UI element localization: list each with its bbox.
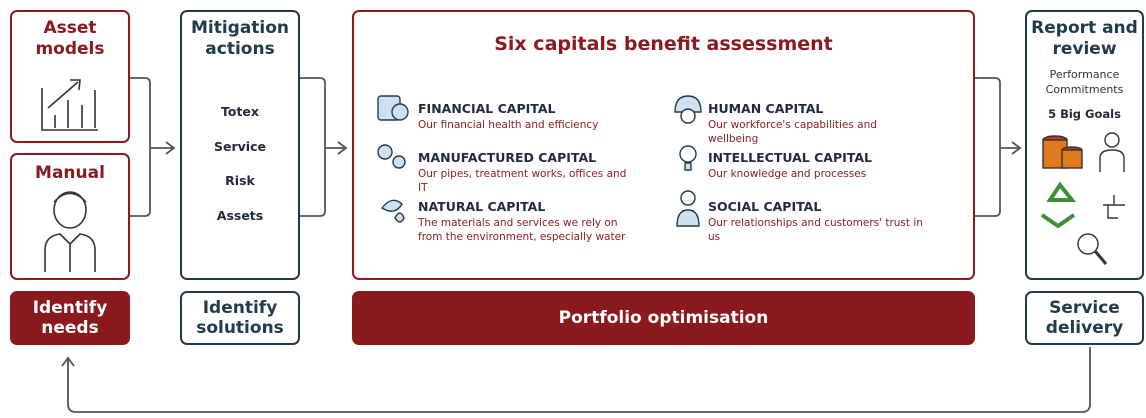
subtitle: Performance Commitments <box>1045 68 1124 96</box>
box-title: Asset models <box>35 18 105 59</box>
box-title: Report and review <box>1031 18 1138 59</box>
assessment-box: Six capitals benefit assessment <box>352 10 975 280</box>
action-item: Risk <box>225 173 255 188</box>
capital-name: NATURAL CAPITAL <box>418 199 546 214</box>
feedback-loop <box>61 347 1091 413</box>
action-item: Assets <box>216 208 264 223</box>
bracket <box>300 77 326 217</box>
chart-icon <box>41 79 98 131</box>
stage-label: Service delivery <box>1025 291 1144 345</box>
capital-description: The materials and services we rely on fr… <box>418 217 626 243</box>
arrow <box>325 141 348 155</box>
bracket <box>975 77 1001 217</box>
capital-name: SOCIAL CAPITAL <box>708 199 822 214</box>
action-item: Totex <box>221 104 259 119</box>
manual-box: Manual <box>10 153 130 280</box>
arrow <box>150 141 176 155</box>
arrow <box>1000 141 1022 155</box>
capital-description: Our workforce's capabilities and wellbei… <box>708 119 877 145</box>
goal-icons <box>1040 132 1125 265</box>
stage-label: Identify needs <box>10 291 130 345</box>
capital-icons <box>377 95 702 227</box>
box-title: Six capitals benefit assessment <box>494 33 833 55</box>
capital-name: MANUFACTURED CAPITAL <box>418 150 597 165</box>
action-item: Service <box>214 139 266 154</box>
capital-description: Our relationships and customers' trust i… <box>708 217 923 243</box>
box-title: Manual <box>35 163 105 183</box>
capital-name: FINANCIAL CAPITAL <box>418 101 556 116</box>
stage-label: Identify solutions <box>180 291 300 345</box>
asset-models-box: Asset models <box>10 10 130 143</box>
stage-label: Portfolio optimisation <box>352 291 975 345</box>
capital-name: HUMAN CAPITAL <box>708 101 824 116</box>
goals: 5 Big Goals <box>1048 107 1121 121</box>
person-icon <box>44 191 96 272</box>
mitigation-box: Mitigation actions Totex Service Risk As… <box>180 10 300 280</box>
capital-description: Our financial health and efficiency <box>418 119 599 131</box>
capital-description: Our pipes, treatment works, offices and … <box>418 168 627 194</box>
report-box: Report and review Performance Commitment… <box>1025 10 1144 280</box>
capital-name: INTELLECTUAL CAPITAL <box>708 150 872 165</box>
box-title: Mitigation actions <box>190 18 290 59</box>
capital-description: Our knowledge and processes <box>708 168 867 180</box>
bracket <box>130 77 151 217</box>
